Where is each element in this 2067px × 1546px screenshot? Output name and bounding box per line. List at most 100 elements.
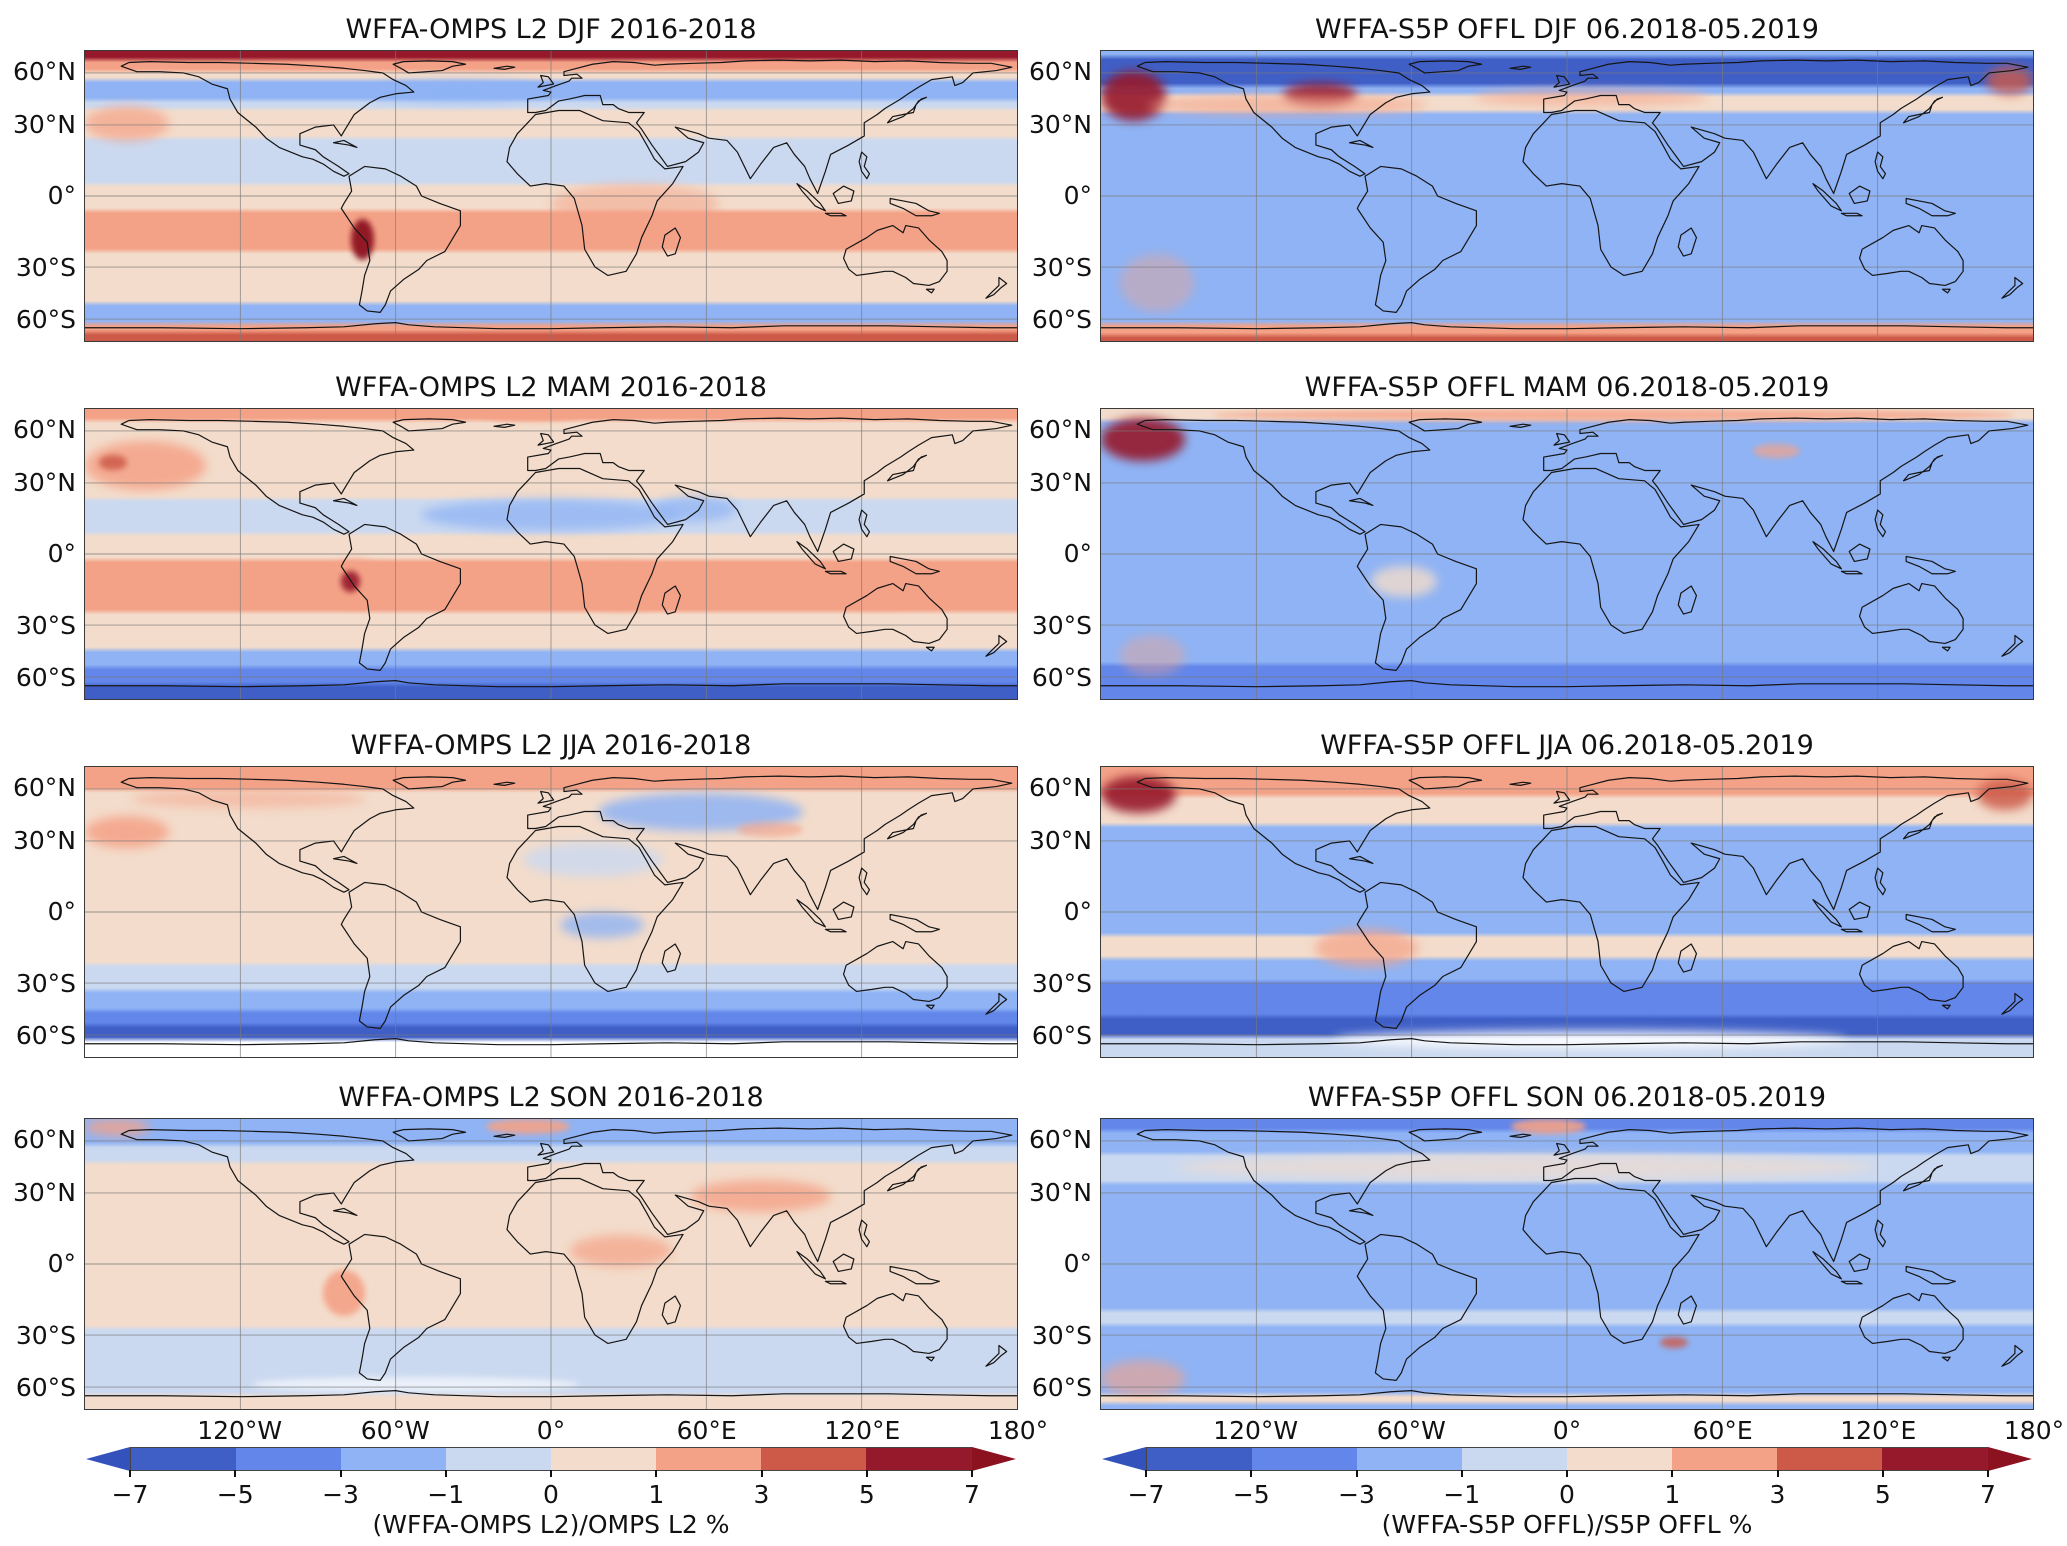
coastline-path — [1906, 914, 1955, 931]
coastline-path — [341, 882, 460, 1028]
coastline-path — [888, 1165, 927, 1191]
coastline-path — [1875, 510, 1885, 537]
colorbar-tick-label: −3 — [322, 1480, 359, 1509]
y-tick-label: 60°S — [15, 662, 76, 692]
coastline-path — [888, 97, 927, 123]
anomaly-patch-s5p-mam-2 — [1371, 565, 1437, 598]
coastline-path — [1523, 826, 1699, 991]
coastline-path — [538, 76, 554, 88]
x-tick-label: 60°E — [676, 1416, 737, 1445]
anomaly-patch-omps-jja-3 — [85, 816, 169, 849]
anomaly-patch-omps-mam-7 — [653, 496, 738, 523]
y-tick-label: 0° — [47, 539, 76, 568]
coastline-path — [986, 994, 1007, 1015]
y-tick-label: 0° — [1063, 539, 1092, 568]
y-tick-label: 0° — [47, 1249, 76, 1278]
coastline-path — [1841, 1281, 1862, 1283]
coastline-path — [1357, 1234, 1476, 1380]
colorbar-tick — [444, 1470, 447, 1477]
y-tick-label: 30°S — [1031, 252, 1092, 282]
coastline-path — [825, 571, 846, 573]
coastline-path — [1137, 420, 1430, 535]
coastline-path — [986, 278, 1007, 299]
coastline-path — [844, 1294, 948, 1354]
anomaly-patch-s5p-jja-2 — [1315, 929, 1418, 968]
coastline-path — [2002, 994, 2023, 1015]
colorbar-tick — [655, 1470, 658, 1477]
coastline-path — [494, 424, 515, 427]
y-tick-label: 30°N — [1028, 1177, 1092, 1207]
coastline-path — [890, 556, 939, 573]
panel-title-omps-jja: WFFA-OMPS L2 JJA 2016-2018 — [350, 730, 752, 761]
colorbar-tick-label: 5 — [1874, 1480, 1891, 1509]
coastline-path — [1678, 228, 1696, 256]
coastline-path — [1350, 140, 1373, 147]
coastline-path — [538, 1144, 554, 1156]
coastline-path — [1904, 455, 1943, 481]
coastline-path — [1942, 1005, 1950, 1009]
colorbar-tick-label: −1 — [427, 1480, 465, 1509]
x-tick-label: 180° — [2003, 1416, 2065, 1445]
colorbar-under-arrow — [1102, 1447, 1146, 1471]
x-tick-label: 180° — [987, 1416, 1049, 1445]
colorbar-tick — [1987, 1470, 1989, 1477]
coastline-path — [1544, 1128, 2028, 1261]
antarctica-coastline-path — [85, 323, 1017, 329]
colorbar-segment-1 — [1252, 1448, 1357, 1470]
y-tick-label: 0° — [1063, 181, 1092, 210]
coastline-path — [833, 544, 854, 561]
coastline-path — [334, 140, 357, 147]
coastline-path — [1841, 929, 1862, 931]
coastline-path — [1906, 1266, 1955, 1283]
coastline-path — [121, 1130, 414, 1245]
coastline-path — [1554, 434, 1570, 446]
colorbar-tick — [234, 1470, 237, 1477]
colorbar-axis-label-left: (WFFA-OMPS L2)/OMPS L2 % — [372, 1510, 730, 1539]
coastline-path — [393, 61, 465, 73]
y-tick-label: 30°N — [1028, 109, 1092, 139]
antarctica-coastline-path — [85, 681, 1017, 687]
x-tick-label: 0° — [1552, 1416, 1582, 1445]
coastline-path — [494, 1134, 515, 1137]
map-canvas-omps-mam — [84, 408, 1018, 700]
panel-title-omps-son: WFFA-OMPS L2 SON 2016-2018 — [338, 1082, 764, 1113]
y-tick-label: 0° — [47, 181, 76, 210]
coastline-path — [334, 856, 357, 863]
colorbar-segment-2 — [341, 1448, 446, 1470]
colorbar-segment-2 — [1357, 1448, 1462, 1470]
coastline-path — [121, 420, 414, 535]
y-tick-label: 60°N — [12, 415, 76, 445]
coastline-path — [825, 929, 846, 931]
coastline-path — [1544, 418, 2028, 551]
coastline-path — [1904, 97, 1943, 123]
coastline-path — [2002, 278, 2023, 299]
coastline-path — [1554, 1144, 1570, 1156]
colorbar-tick-label: 0 — [1559, 1480, 1575, 1509]
colorbar-tick — [1776, 1470, 1779, 1477]
coastline-grid-svg-s5p-son — [1101, 1119, 2033, 1409]
colorbar-segment-0 — [1147, 1448, 1252, 1470]
coastline-path — [797, 542, 825, 569]
colorbar-tick — [971, 1470, 973, 1477]
coastline-path — [2002, 636, 2023, 657]
y-tick-label: 0° — [1063, 897, 1092, 926]
colorbar-left — [130, 1447, 972, 1471]
coastline-path — [1523, 1178, 1699, 1343]
coastline-path — [833, 1254, 854, 1271]
coastline-path — [926, 1005, 934, 1009]
anomaly-patch-s5p-son-1 — [1175, 1153, 1875, 1180]
coastline-path — [1544, 776, 2028, 909]
colorbar-over-arrow — [972, 1447, 1016, 1471]
coastline-path — [859, 152, 869, 179]
x-tick-label: 120°E — [824, 1416, 901, 1445]
y-tick-label: 30°N — [12, 825, 76, 855]
coastline-path — [528, 60, 1012, 193]
coastline-path — [1942, 1357, 1950, 1361]
colorbar-segment-7 — [1882, 1448, 1987, 1470]
y-tick-label: 60°S — [15, 1020, 76, 1050]
coastline-path — [1860, 584, 1964, 644]
coastline-path — [507, 468, 683, 633]
coastline-path — [844, 942, 948, 1002]
coastline-path — [494, 66, 515, 69]
colorbar-tick-label: −3 — [1338, 1480, 1375, 1509]
